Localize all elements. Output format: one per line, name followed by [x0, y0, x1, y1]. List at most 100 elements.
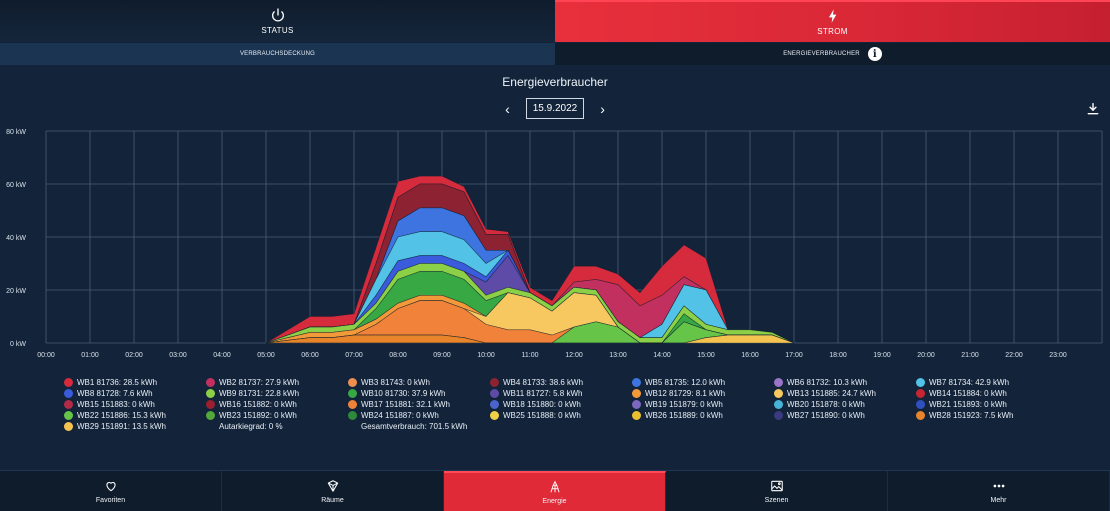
legend-item: WB16 151882: 0 kWh: [206, 399, 348, 410]
tab-verbrauchsdeckung-label: VERBRAUCHSDECKUNG: [239, 51, 316, 57]
legend-item: WB13 151885: 24.7 kWh: [774, 388, 916, 399]
legend-color-dot: [206, 378, 215, 387]
x-tick-label: 08:00: [389, 352, 407, 359]
legend-label: WB13 151885: 24.7 kWh: [787, 389, 876, 398]
x-tick-label: 18:00: [829, 352, 847, 359]
previous-day-button[interactable]: ‹: [505, 100, 510, 117]
legend-color-dot: [64, 389, 73, 398]
nav-energie-label: Energie: [542, 497, 567, 505]
legend-item: WB5 81735: 12.0 kWh: [632, 377, 774, 388]
legend-row: WB29 151891: 13.5 kWh Autarkiegrad: 0 % Ge…: [64, 421, 1064, 432]
x-tick-label: 13:00: [609, 352, 627, 359]
nav-szenen-label: Szenen: [764, 496, 789, 504]
legend-row: WB8 81728: 7.6 kWh WB9 81731: 22.8 kWh WB1…: [64, 388, 1064, 399]
legend-item: WB10 81730: 37.9 kWh: [348, 388, 490, 399]
legend-item: WB18 151880: 0 kWh: [490, 399, 632, 410]
nav-mehr[interactable]: Mehr: [888, 471, 1110, 511]
legend-label: WB2 81737: 27.9 kWh: [219, 378, 300, 387]
legend-color-dot: [916, 378, 925, 387]
legend-label: WB9 81731: 22.8 kWh: [219, 389, 300, 398]
total-consumption-label: Gesamtverbrauch: 701.5 kWh: [361, 422, 468, 431]
nav-szenen[interactable]: Szenen: [666, 471, 888, 511]
download-icon[interactable]: [1086, 102, 1100, 116]
legend-color-dot: [64, 378, 73, 387]
info-icon[interactable]: i: [867, 47, 882, 61]
legend-item: WB29 151891: 13.5 kWh: [64, 421, 206, 432]
x-tick-label: 07:00: [345, 352, 363, 359]
legend-item: WB6 81732: 10.3 kWh: [774, 377, 916, 388]
legend-color-dot: [632, 400, 641, 409]
y-tick-label: 20 kW: [6, 288, 26, 295]
legend-item: WB14 151884: 0 kWh: [916, 388, 1058, 399]
legend-item: WB15 151883: 0 kWh: [64, 399, 206, 410]
more-dots-icon: [993, 484, 1004, 487]
x-tick-label: 23:00: [1049, 352, 1067, 359]
legend-color-dot: [916, 389, 925, 398]
x-tick-label: 12:00: [565, 352, 583, 359]
legend-item: WB7 81734: 42.9 kWh: [916, 377, 1058, 388]
legend-row: WB1 81736: 28.5 kWh WB2 81737: 27.9 kWh WB…: [64, 377, 1064, 388]
y-tick-label: 60 kW: [6, 182, 26, 189]
total-consumption: Gesamtverbrauch: 701.5 kWh: [348, 421, 490, 432]
x-tick-label: 17:00: [785, 352, 803, 359]
nav-favoriten[interactable]: Favoriten: [0, 471, 222, 511]
x-tick-label: 20:00: [917, 352, 935, 359]
legend-color-dot: [916, 400, 925, 409]
power-icon: [271, 8, 284, 22]
x-tick-label: 14:00: [653, 352, 671, 359]
legend-color-dot: [774, 411, 783, 420]
tab-energieverbraucher[interactable]: ENERGIEVERBRAUCHER i: [555, 43, 1110, 65]
x-tick-label: 06:00: [301, 352, 319, 359]
x-tick-label: 05:00: [257, 352, 275, 359]
legend-item: WB11 81727: 5.8 kWh: [490, 388, 632, 399]
legend-color-dot: [490, 389, 499, 398]
legend-item: WB28 151923: 7.5 kWh: [916, 410, 1058, 421]
legend-label: WB21 151893: 0 kWh: [929, 400, 1007, 409]
nav-raeume[interactable]: Räume: [222, 471, 444, 511]
legend-item: WB21 151893: 0 kWh: [916, 399, 1058, 410]
x-tick-label: 09:00: [433, 352, 451, 359]
bottom-navigation: Favoriten Räume Energie Szenen Mehr: [0, 470, 1110, 511]
legend-label: WB28 151923: 7.5 kWh: [929, 411, 1014, 420]
legend-item: WB22 151886: 15.3 kWh: [64, 410, 206, 421]
legend-label: WB11 81727: 5.8 kWh: [503, 389, 583, 398]
legend-label: WB15 151883: 0 kWh: [77, 400, 155, 409]
legend-label: WB25 151888: 0 kWh: [503, 411, 581, 420]
legend-color-dot: [348, 389, 357, 398]
chart-legend: WB1 81736: 28.5 kWh WB2 81737: 27.9 kWh WB…: [64, 377, 1064, 432]
next-day-button[interactable]: ›: [600, 100, 605, 117]
legend-item: WB27 151890: 0 kWh: [774, 410, 916, 421]
legend-label: WB3 81743: 0 kWh: [361, 378, 430, 387]
legend-item: WB20 151878: 0 kWh: [774, 399, 916, 410]
tab-strom[interactable]: STROM: [555, 0, 1110, 42]
legend-color-dot: [490, 378, 499, 387]
legend-item: WB4 81733: 38.6 kWh: [490, 377, 632, 388]
legend-item: WB3 81743: 0 kWh: [348, 377, 490, 388]
y-tick-label: 0 kW: [10, 341, 26, 348]
legend-label: WB7 81734: 42.9 kWh: [929, 378, 1010, 387]
tab-verbrauchsdeckung[interactable]: VERBRAUCHSDECKUNG: [0, 43, 555, 65]
nav-energie[interactable]: Energie: [444, 471, 666, 511]
legend-color-dot: [632, 389, 641, 398]
legend-label: WB1 81736: 28.5 kWh: [77, 378, 158, 387]
energy-icon: [549, 480, 560, 492]
legend-item: WB26 151889: 0 kWh: [632, 410, 774, 421]
legend-item: WB8 81728: 7.6 kWh: [64, 388, 206, 399]
legend-item: WB2 81737: 27.9 kWh: [206, 377, 348, 388]
legend-item: WB25 151888: 0 kWh: [490, 410, 632, 421]
legend-item: WB19 151879: 0 kWh: [632, 399, 774, 410]
legend-color-dot: [64, 411, 73, 420]
nav-mehr-label: Mehr: [990, 496, 1007, 504]
legend-item: WB1 81736: 28.5 kWh: [64, 377, 206, 388]
tab-status[interactable]: STATUS: [0, 0, 555, 42]
top-tab-bar: STATUS STROM: [0, 0, 1110, 42]
legend-label: WB24 151887: 0 kWh: [361, 411, 439, 420]
legend-label: WB17 151881: 32.1 kWh: [361, 400, 450, 409]
legend-label: WB22 151886: 15.3 kWh: [77, 411, 166, 420]
legend-label: WB8 81728: 7.6 kWh: [77, 389, 153, 398]
legend-color-dot: [774, 378, 783, 387]
date-display[interactable]: 15.9.2022: [525, 98, 585, 119]
x-tick-label: 03:00: [169, 352, 187, 359]
legend-color-dot: [206, 411, 215, 420]
legend-label: WB14 151884: 0 kWh: [929, 389, 1007, 398]
